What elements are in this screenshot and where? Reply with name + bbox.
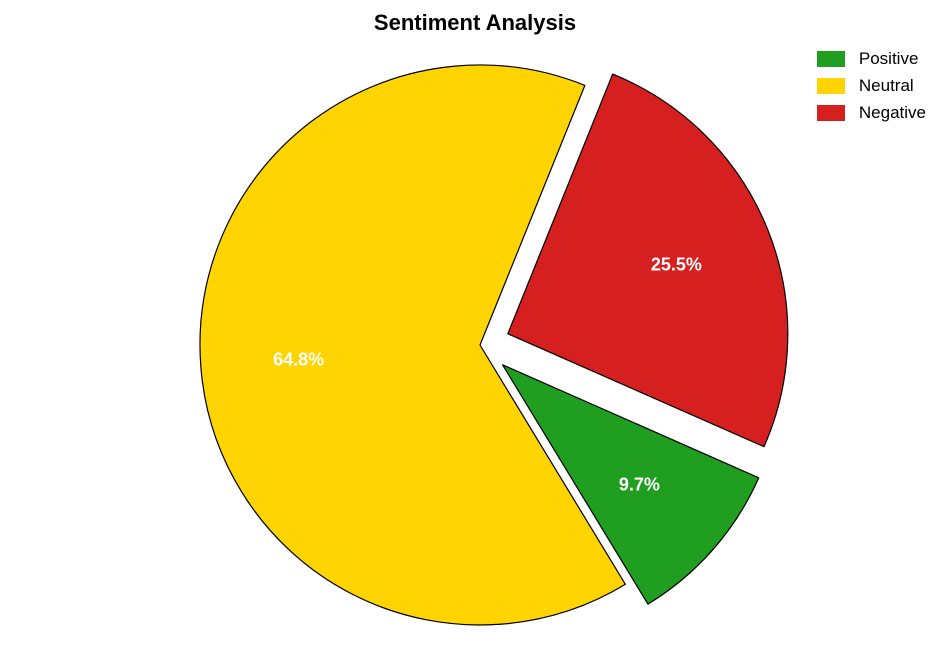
legend-label-negative: Negative <box>859 102 926 124</box>
legend-item-positive: Positive <box>817 48 926 70</box>
legend-swatch-neutral <box>817 78 845 94</box>
legend-swatch-negative <box>817 105 845 121</box>
slice-label-positive: 9.7% <box>619 474 660 495</box>
legend-item-neutral: Neutral <box>817 75 926 97</box>
slice-label-neutral: 64.8% <box>273 349 324 370</box>
legend-swatch-positive <box>817 51 845 67</box>
slice-label-negative: 25.5% <box>651 255 702 276</box>
pie-chart <box>0 0 950 662</box>
legend: Positive Neutral Negative <box>817 48 926 129</box>
legend-item-negative: Negative <box>817 102 926 124</box>
legend-label-positive: Positive <box>859 48 919 70</box>
legend-label-neutral: Neutral <box>859 75 914 97</box>
